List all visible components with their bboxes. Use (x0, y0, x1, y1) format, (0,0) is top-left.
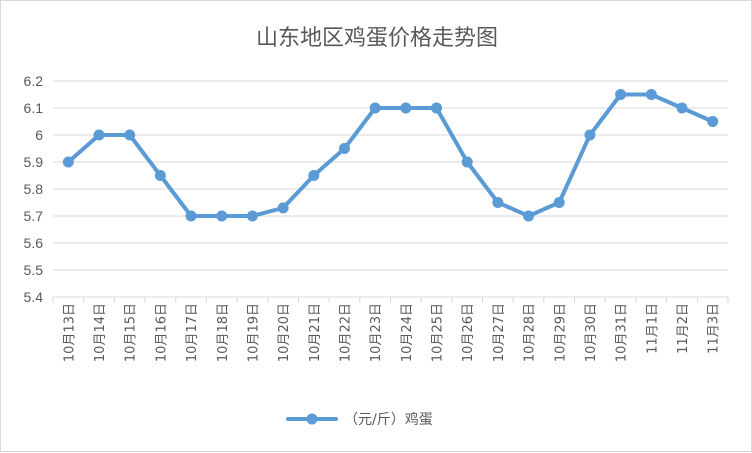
x-tick-label: 10月15日 (124, 303, 139, 362)
x-tick-label: 11月2日 (676, 303, 691, 354)
x-tick-label: 10月21日 (308, 303, 323, 362)
y-tick-label: 5.6 (24, 235, 44, 251)
chart-title: 山东地区鸡蛋价格走势图 (256, 26, 498, 51)
data-point (154, 170, 166, 181)
data-point (400, 102, 412, 114)
x-tick-label: 10月27日 (492, 303, 507, 362)
x-tick-label: 10月19日 (246, 303, 261, 362)
data-point (62, 156, 74, 168)
data-point (492, 197, 504, 208)
x-tick-label: 10月29日 (553, 303, 568, 362)
y-tick-label: 5.8 (24, 181, 44, 197)
gridlines (52, 80, 729, 303)
y-tick-label: 6.1 (24, 100, 44, 116)
data-point (185, 210, 197, 222)
x-tick-label: 10月18日 (216, 303, 231, 362)
data-point (431, 102, 443, 114)
x-tick-label: 10月25日 (431, 303, 446, 362)
x-tick-label: 10月17日 (185, 303, 200, 362)
x-tick-label: 10月26日 (461, 303, 476, 362)
data-point (246, 210, 258, 222)
legend-label: （元/斤）鸡蛋 (344, 411, 433, 428)
legend: （元/斤）鸡蛋 (286, 411, 433, 428)
y-tick-label: 6 (35, 127, 43, 143)
series-layer (62, 89, 719, 222)
y-tick-label: 6.2 (24, 73, 44, 89)
data-point (338, 143, 350, 154)
x-tick-label: 10月16日 (154, 303, 169, 362)
data-point (676, 102, 688, 114)
x-tick-label: 10月22日 (338, 303, 353, 362)
data-point (308, 170, 320, 181)
x-tick-label: 10月30日 (584, 303, 599, 362)
y-tick-label: 5.5 (24, 262, 44, 278)
x-tick-label: 10月24日 (400, 303, 415, 362)
data-point (615, 89, 627, 100)
data-point (584, 129, 596, 141)
data-point (277, 202, 289, 214)
legend-point-marker (306, 413, 318, 425)
x-tick-label: 10月13日 (62, 303, 77, 362)
data-point (93, 129, 105, 141)
x-tick-label: 10月20日 (277, 303, 292, 362)
data-point (707, 116, 719, 127)
x-tick-label: 11月1日 (645, 303, 660, 354)
y-tick-label: 5.7 (24, 208, 44, 224)
data-point (523, 210, 535, 222)
x-tick-label: 10月14日 (93, 303, 108, 362)
x-tick-label: 10月23日 (369, 303, 384, 362)
x-axis-ticks: 10月13日 10月14日 10月15日 10月16日 10月17日 10月18日 10月1… (62, 303, 721, 362)
data-point (461, 156, 473, 168)
x-tick-label: 11月3日 (707, 303, 722, 354)
data-point (369, 102, 381, 114)
y-axis-ticks: 5.4 5.5 5.6 5.7 5.8 5.9 6 6.1 6.2 (24, 73, 44, 305)
y-tick-label: 5.9 (24, 154, 44, 170)
y-tick-label: 5.4 (24, 289, 44, 305)
x-tick-label: 10月31日 (615, 303, 630, 362)
data-point (553, 197, 565, 208)
data-point (124, 129, 136, 141)
data-point (645, 89, 657, 100)
data-point (216, 210, 228, 222)
x-tick-label: 10月28日 (523, 303, 538, 362)
series-line (66, 92, 715, 218)
